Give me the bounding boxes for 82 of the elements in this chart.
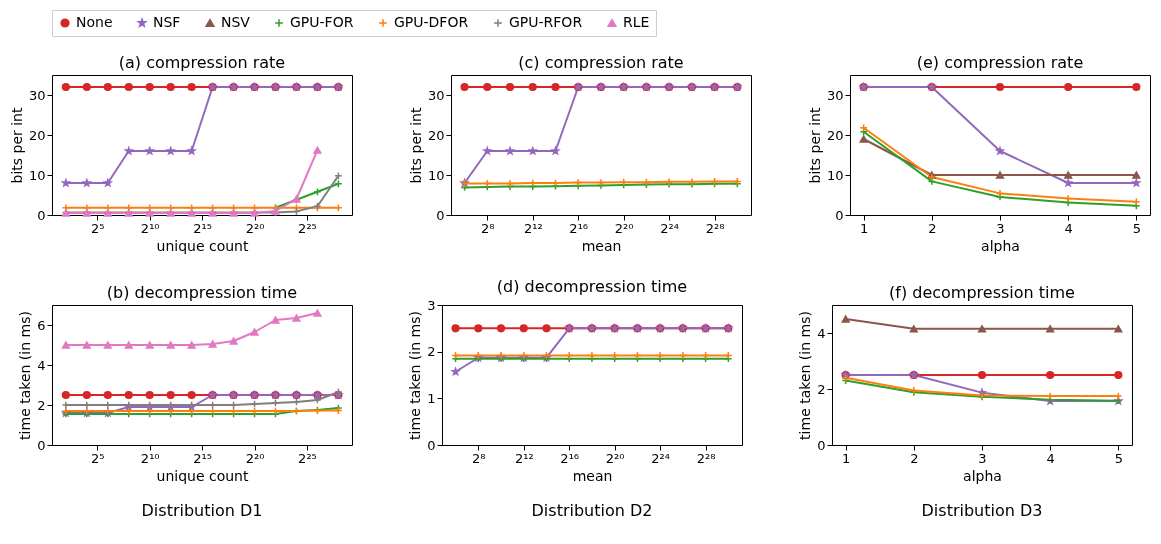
y-tick-label: 0: [835, 207, 844, 223]
x-tick-label: 2²⁰: [614, 220, 634, 236]
y-tick-label: 0: [37, 437, 46, 453]
x-tick-label: 2⁵: [91, 220, 105, 236]
chart-title: (d) decompression time: [496, 277, 688, 296]
x-tick-label: 2²⁸: [705, 220, 725, 236]
x-tick-label: 3: [996, 220, 1005, 236]
legend-label: NSV: [221, 14, 251, 30]
x-tick-label: 2¹²: [523, 220, 543, 236]
x-tick-label: 2²⁴: [660, 220, 679, 236]
x-tick-label: 2⁸: [481, 220, 495, 236]
x-axis-title: mean: [581, 237, 622, 254]
chart-title: (a) compression rate: [118, 53, 286, 72]
y-tick-label: 0: [436, 207, 445, 223]
y-tick-label: 2: [817, 381, 826, 397]
x-tick-label: 2²⁸: [696, 450, 716, 466]
x-tick-label: 2⁸: [472, 450, 486, 466]
x-tick-label: 1: [860, 220, 869, 236]
y-tick-label: 3: [427, 297, 436, 313]
y-axis-title: bits per int: [8, 107, 25, 184]
y-tick-label: 20: [427, 127, 445, 143]
y-tick-label: 30: [427, 87, 445, 103]
x-tick-label: 2: [910, 450, 919, 466]
legend-label: GPU-DFOR: [394, 14, 469, 30]
y-axis-title: time taken (in ms): [407, 311, 424, 440]
x-tick-label: 5: [1114, 450, 1123, 466]
x-tick-label: 4: [1046, 450, 1055, 466]
legend-label: RLE: [623, 14, 650, 30]
y-tick-label: 0: [817, 437, 826, 453]
x-axis-title: unique count: [156, 467, 249, 484]
legend-label: GPU-FOR: [290, 14, 354, 30]
x-tick-label: 2²⁵: [298, 220, 317, 236]
x-tick-label: 2²⁵: [298, 450, 317, 466]
chart-title: (e) compression rate: [916, 53, 1084, 72]
x-tick-label: 2⁵: [91, 450, 105, 466]
x-axis-title: alpha: [981, 237, 1020, 254]
x-axis-title: unique count: [156, 237, 249, 254]
y-tick-label: 10: [427, 167, 445, 183]
y-axis-title: bits per int: [407, 107, 424, 184]
x-tick-label: 2²⁰: [605, 450, 625, 466]
chart-title: (b) decompression time: [106, 283, 298, 302]
text: Distribution D1: [141, 501, 263, 520]
y-tick-label: 2: [37, 397, 46, 413]
x-tick-label: 2¹⁶: [569, 220, 589, 236]
text: Distribution D2: [531, 501, 653, 520]
chart-title: (f) decompression time: [889, 283, 1075, 302]
y-tick-label: 0: [427, 437, 436, 453]
x-tick-label: 2¹⁶: [560, 450, 580, 466]
x-tick-label: 2¹⁰: [140, 220, 160, 236]
x-axis-title: alpha: [963, 467, 1002, 484]
y-tick-label: 1: [427, 390, 436, 406]
x-tick-label: 2²⁰: [245, 450, 265, 466]
y-tick-label: 10: [826, 167, 844, 183]
x-tick-label: 2¹⁵: [193, 450, 212, 466]
y-tick-label: 20: [826, 127, 844, 143]
x-tick-label: 2²⁴: [651, 450, 670, 466]
y-axis-title: bits per int: [806, 107, 823, 184]
y-tick-label: 6: [37, 317, 46, 333]
y-tick-label: 4: [817, 325, 826, 341]
x-tick-label: 2²⁰: [245, 220, 265, 236]
y-tick-label: 4: [37, 357, 46, 373]
y-tick-label: 10: [28, 167, 46, 183]
y-tick-label: 20: [28, 127, 46, 143]
y-tick-label: 30: [826, 87, 844, 103]
x-tick-label: 4: [1064, 220, 1073, 236]
legend-label: NSF: [153, 14, 181, 30]
x-tick-label: 3: [978, 450, 987, 466]
y-axis-title: time taken (in ms): [797, 311, 814, 440]
chart-title: (c) compression rate: [518, 53, 684, 72]
y-axis-title: time taken (in ms): [17, 311, 34, 440]
y-tick-label: 2: [427, 344, 436, 360]
x-tick-label: 2¹⁰: [140, 450, 160, 466]
legend-label: None: [76, 14, 113, 30]
x-tick-label: 2: [928, 220, 937, 236]
text: Distribution D3: [921, 501, 1043, 520]
x-tick-label: 2¹²: [514, 450, 534, 466]
x-tick-label: 2¹⁵: [193, 220, 212, 236]
legend-label: GPU-RFOR: [509, 14, 583, 30]
y-tick-label: 0: [37, 207, 46, 223]
y-tick-label: 30: [28, 87, 46, 103]
x-axis-title: mean: [572, 467, 613, 484]
x-tick-label: 5: [1132, 220, 1141, 236]
